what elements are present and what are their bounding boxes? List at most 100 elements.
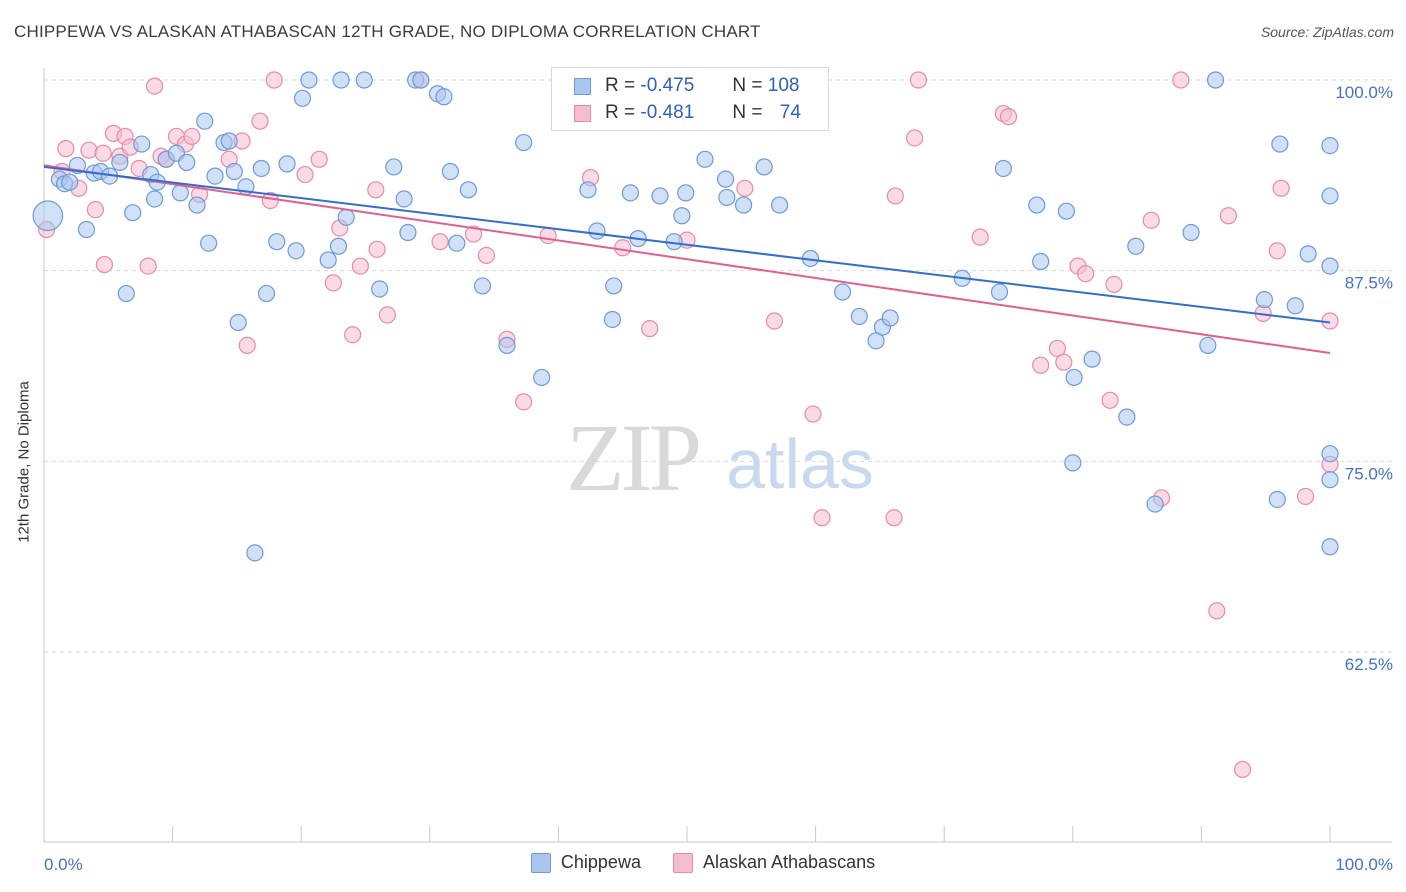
data-point-athabascan — [1105, 275, 1123, 293]
data-point-athabascan — [886, 187, 904, 205]
data-point-athabascan — [736, 179, 754, 197]
legend-swatch-chippewa — [530, 852, 551, 873]
data-point-chippewa — [1206, 71, 1225, 89]
data-point-chippewa — [881, 309, 899, 327]
data-point-chippewa — [1321, 187, 1339, 205]
data-point-chippewa — [673, 207, 691, 225]
data-point-chippewa — [1032, 252, 1050, 271]
data-point-chippewa — [355, 71, 373, 89]
data-point-athabascan — [539, 226, 557, 245]
y-tick-label: 75.0% — [1345, 464, 1393, 483]
data-point-chippewa — [319, 251, 337, 269]
y-tick-label: 87.5% — [1345, 274, 1393, 293]
data-point-athabascan — [1032, 356, 1050, 374]
legend-r-label: R = — [605, 102, 636, 123]
data-point-athabascan — [765, 312, 784, 330]
data-point-chippewa — [770, 196, 789, 214]
data-point-chippewa — [1286, 297, 1304, 315]
data-point-athabascan — [1233, 760, 1252, 779]
data-point-chippewa — [1321, 257, 1339, 275]
data-point-athabascan — [1048, 339, 1066, 358]
data-point-chippewa — [605, 277, 623, 295]
data-point-athabascan — [477, 246, 495, 265]
data-point-athabascan — [367, 181, 385, 199]
data-point-chippewa — [441, 162, 459, 181]
data-point-chippewa — [61, 173, 79, 191]
data-point-chippewa — [515, 133, 533, 152]
data-point-athabascan — [145, 77, 164, 95]
data-point-athabascan — [1055, 353, 1073, 371]
x-tick-label: 100.0% — [1335, 855, 1393, 874]
data-point-chippewa — [696, 150, 714, 168]
data-point-chippewa — [337, 208, 355, 226]
data-point-chippewa — [1299, 245, 1317, 263]
data-point-chippewa — [1255, 291, 1274, 309]
data-point-chippewa — [1321, 445, 1339, 463]
data-point-chippewa — [677, 184, 695, 202]
data-point-chippewa — [533, 368, 551, 387]
data-point-chippewa — [718, 188, 736, 207]
data-point-chippewa — [1321, 136, 1339, 155]
data-point-chippewa — [448, 234, 466, 252]
trend-lines — [43, 164, 1331, 355]
data-point-athabascan — [431, 233, 449, 251]
trend-line-chippewa — [43, 165, 1331, 324]
data-point-chippewa — [225, 162, 243, 181]
y-tick-label: 62.5% — [1345, 655, 1393, 674]
data-point-chippewa — [834, 283, 852, 301]
data-point-chippewa — [1065, 368, 1083, 387]
data-point-chippewa — [621, 184, 640, 202]
data-point-chippewa — [196, 112, 214, 130]
data-point-athabascan — [804, 405, 822, 423]
data-point-chippewa — [287, 242, 305, 260]
data-point-chippewa — [300, 71, 318, 89]
data-point-chippewa — [268, 233, 286, 251]
data-point-athabascan — [813, 509, 831, 527]
legend-n-label: N = — [732, 102, 763, 123]
data-point-chippewa — [332, 71, 350, 89]
data-point-athabascan — [86, 201, 105, 219]
data-point-athabascan — [95, 255, 114, 274]
data-point-athabascan — [183, 127, 201, 146]
data-point-chippewa — [246, 544, 264, 562]
data-point-chippewa — [412, 71, 430, 89]
legend-item-athabascan: Alaskan Athabascans — [672, 852, 875, 873]
data-point-chippewa — [716, 170, 735, 188]
data-point-athabascan — [999, 108, 1018, 126]
legend-n-label: N = — [732, 75, 763, 96]
data-point-chippewa — [1199, 336, 1217, 355]
data-point-athabascan — [238, 336, 256, 355]
tick-labels: 62.5% 75.0% 87.5% 100.0% 0.0% 100.0% — [44, 83, 1393, 874]
data-point-chippewa — [990, 283, 1009, 301]
data-point-chippewa — [178, 153, 196, 171]
data-point-chippewa — [867, 332, 885, 350]
data-point-athabascan — [310, 150, 328, 168]
data-point-athabascan — [1296, 487, 1315, 506]
data-point-chippewa — [329, 237, 348, 255]
data-point-athabascan — [641, 320, 659, 338]
data-point-chippewa — [1146, 495, 1164, 513]
data-point-chippewa — [1028, 196, 1046, 214]
data-point-chippewa — [579, 181, 597, 199]
trend-line-athabascan — [43, 164, 1331, 355]
data-point-chippewa — [435, 88, 453, 106]
data-point-chippewa — [77, 220, 96, 239]
data-point-chippewa — [399, 223, 417, 242]
data-point-athabascan — [515, 393, 533, 411]
data-point-athabascan — [1077, 265, 1095, 283]
data-point-chippewa — [206, 167, 224, 185]
series-legend: Chippewa Alaskan Athabascans — [0, 852, 1406, 873]
data-point-chippewa — [588, 222, 606, 240]
legend-r-value: -0.475 — [640, 75, 695, 96]
data-point-athabascan — [1208, 602, 1226, 620]
source-label: Source: ZipAtlas.com — [1260, 24, 1394, 40]
data-point-athabascan — [296, 165, 314, 184]
data-point-chippewa — [124, 204, 142, 222]
data-point-chippewa — [293, 89, 312, 107]
data-point-athabascan — [378, 306, 396, 324]
data-point-athabascan — [57, 140, 75, 158]
data-point-chippewa — [229, 313, 247, 332]
data-point-chippewa — [734, 196, 753, 214]
data-point-chippewa — [188, 196, 206, 214]
legend-n-value: 108 — [767, 75, 800, 96]
